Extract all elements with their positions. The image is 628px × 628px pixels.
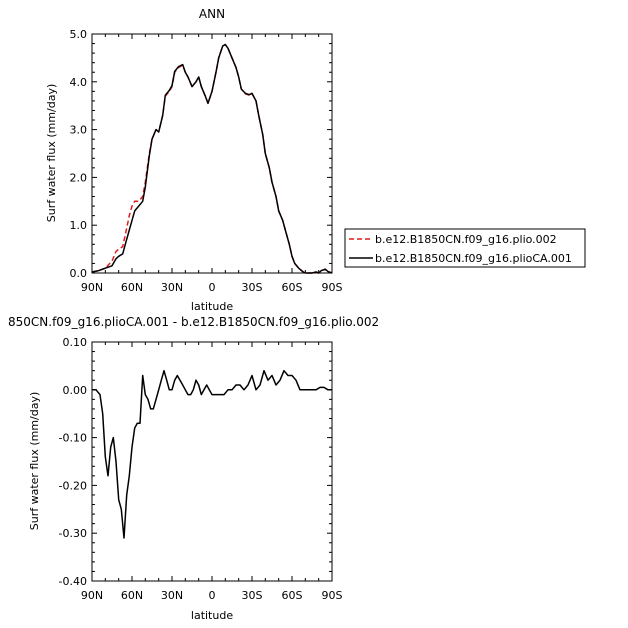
bottom-y-tick-label: -0.30 (59, 527, 87, 540)
top-y-tick-label: 0.0 (70, 267, 88, 280)
bottom-y-tick-label: -0.20 (59, 479, 87, 492)
top-series-line-1 (91, 43, 333, 274)
top-x-tick-label: 60N (121, 281, 143, 294)
top-x-tick-label: 60S (282, 281, 303, 294)
bottom-x-tick-label: 90N (81, 589, 103, 602)
bottom-chart-title: 850CN.f09_g16.plioCA.001 - b.e12.B1850CN… (8, 315, 379, 329)
top-x-axis-label: latitude (191, 300, 233, 313)
bottom-x-tick-label: 60N (121, 589, 143, 602)
bottom-series-line-0 (92, 369, 332, 539)
top-chart-title: ANN (199, 7, 225, 21)
bottom-y-axis-label: Surf water flux (mm/day) (28, 392, 41, 531)
bottom-y-tick-label: 0.10 (63, 336, 88, 349)
bottom-series-lines (92, 369, 332, 539)
bottom-x-tick-label: 0 (209, 589, 216, 602)
top-chart: ANN 0.01.02.03.04.05.0 90N 60N 30N 0 30S 60S 9… (45, 7, 343, 313)
top-x-tick-label: 90N (81, 281, 103, 294)
bottom-x-ticks: 90N 60N 30N 0 30S 60S 90S (81, 342, 343, 602)
top-x-tick-label: 0 (209, 281, 216, 294)
bottom-x-axis-label: latitude (191, 609, 233, 622)
bottom-chart-frame (91, 341, 333, 582)
legend: b.e12.B1850CN.f09_g16.plio.002 b.e12.B18… (344, 228, 586, 268)
bottom-x-tick-label: 60S (282, 589, 303, 602)
bottom-chart: 850CN.f09_g16.plioCA.001 - b.e12.B1850CN… (8, 315, 379, 622)
top-y-tick-label: 5.0 (70, 28, 88, 41)
top-y-tick-label: 4.0 (70, 76, 88, 89)
bottom-x-tick-label: 30N (161, 589, 183, 602)
top-y-tick-label: 2.0 (70, 171, 88, 184)
top-x-ticks: 90N 60N 30N 0 30S 60S 90S (81, 34, 343, 294)
legend-label-plio: b.e12.B1850CN.f09_g16.plio.002 (375, 233, 557, 246)
top-series-line-0 (91, 43, 333, 274)
bottom-x-tick-label: 30S (242, 589, 263, 602)
top-y-tick-label: 1.0 (70, 219, 88, 232)
bottom-x-tick-label: 90S (322, 589, 343, 602)
top-y-ticks: 0.0 1.0 2.0 3.0 4.0 5.0 (70, 28, 332, 280)
legend-box (344, 228, 586, 268)
top-series-lines (91, 43, 333, 274)
top-y-axis-label: Surf water flux (mm/day) (45, 84, 58, 223)
bottom-y-ticks: -0.40 -0.30 -0.20 -0.10 0.00 0.10 (59, 336, 332, 588)
bottom-y-tick-label: -0.10 (59, 432, 87, 445)
top-x-tick-label: 90S (322, 281, 343, 294)
top-y-tick-label: 3.0 (70, 124, 88, 137)
legend-label-plioCA: b.e12.B1850CN.f09_g16.plioCA.001 (375, 252, 572, 265)
top-x-tick-label: 30N (161, 281, 183, 294)
bottom-y-tick-label: -0.40 (59, 575, 87, 588)
bottom-y-tick-label: 0.00 (63, 384, 88, 397)
top-x-tick-label: 30S (242, 281, 263, 294)
